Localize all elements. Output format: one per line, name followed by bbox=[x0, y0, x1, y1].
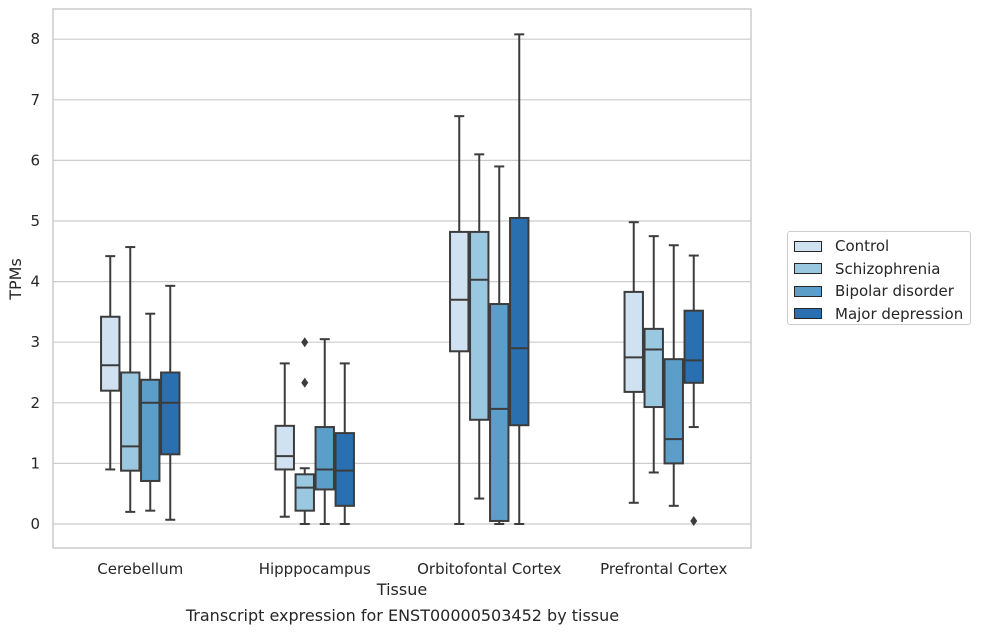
y-tick-label: 7 bbox=[30, 91, 40, 109]
x-tick-label: Cerebellum bbox=[97, 560, 183, 578]
legend-item-major-depression: Major depression bbox=[794, 304, 963, 324]
box-bipolar-disorder bbox=[489, 165, 510, 525]
box-groups bbox=[100, 33, 704, 526]
box-bipolar-disorder bbox=[663, 244, 684, 507]
box-iqr bbox=[489, 303, 510, 522]
legend-swatch bbox=[794, 308, 822, 319]
box-control bbox=[100, 255, 121, 471]
box-iqr bbox=[623, 290, 644, 393]
y-tick-label: 1 bbox=[30, 454, 40, 472]
legend-item-control: Control bbox=[794, 236, 889, 256]
y-tick-label: 3 bbox=[30, 333, 40, 351]
box-iqr bbox=[334, 432, 355, 507]
plot-area-frame bbox=[52, 8, 752, 549]
outlier-point bbox=[301, 337, 309, 348]
x-tick-label: Hipppocampus bbox=[259, 560, 371, 578]
outlier-point bbox=[301, 377, 309, 388]
box-iqr bbox=[274, 424, 295, 471]
y-axis-title: TPMs bbox=[6, 258, 25, 301]
box-iqr bbox=[294, 473, 315, 512]
box-bipolar-disorder bbox=[140, 312, 161, 512]
x-tick-label: Prefrontal Cortex bbox=[600, 560, 727, 578]
legend-label: Control bbox=[835, 237, 890, 255]
box-control bbox=[449, 115, 470, 525]
y-tick-label: 0 bbox=[30, 515, 40, 533]
box-bipolar-disorder bbox=[314, 338, 335, 525]
outlier-point bbox=[690, 515, 698, 526]
box-iqr bbox=[469, 230, 490, 421]
legend-swatch bbox=[794, 285, 822, 297]
box-iqr bbox=[120, 371, 141, 472]
legend-item-schizophrenia: Schizophrenia bbox=[794, 259, 940, 279]
box-schizophrenia bbox=[469, 153, 490, 500]
legend-swatch bbox=[794, 240, 822, 252]
box-major-depression bbox=[509, 33, 530, 525]
box-major-depression bbox=[683, 254, 704, 526]
chart-caption: Transcript expression for ENST0000050345… bbox=[185, 606, 620, 625]
legend-label: Major depression bbox=[835, 304, 964, 323]
box-control bbox=[274, 362, 295, 518]
box-schizophrenia bbox=[120, 246, 141, 513]
legend-item-bipolar-disorder: Bipolar disorder bbox=[794, 281, 954, 301]
box-iqr bbox=[314, 426, 335, 491]
box-iqr bbox=[683, 309, 704, 384]
box-iqr bbox=[140, 378, 161, 482]
y-tick-label: 5 bbox=[30, 212, 40, 230]
box-iqr bbox=[100, 315, 121, 392]
box-iqr bbox=[449, 230, 470, 353]
box-iqr bbox=[160, 371, 181, 456]
legend-swatch bbox=[794, 263, 822, 274]
box-iqr bbox=[643, 327, 664, 409]
box-iqr bbox=[663, 358, 684, 465]
box-iqr bbox=[509, 216, 530, 427]
legend: Control Schizophrenia Bipolar disorder Majo… bbox=[787, 231, 971, 325]
y-tick-labels: 0 1 2 3 4 5 6 7 8 bbox=[30, 30, 40, 533]
box-control bbox=[623, 221, 644, 504]
x-tick-labels: Cerebellum Hipppocampus Orbitofontal Corte… bbox=[97, 560, 727, 578]
box-schizophrenia bbox=[294, 337, 315, 525]
x-axis-title: Tissue bbox=[376, 580, 427, 599]
y-tick-label: 8 bbox=[30, 30, 40, 48]
legend-label: Schizophrenia bbox=[835, 259, 941, 278]
y-tick-label: 6 bbox=[30, 151, 40, 169]
box-schizophrenia bbox=[643, 235, 664, 474]
y-tick-label: 4 bbox=[30, 273, 40, 291]
y-tick-label: 2 bbox=[30, 394, 40, 412]
x-tick-label: Orbitofontal Cortex bbox=[417, 560, 561, 578]
box-major-depression bbox=[160, 284, 181, 521]
legend-label: Bipolar disorder bbox=[835, 282, 954, 300]
box-major-depression bbox=[334, 362, 355, 525]
